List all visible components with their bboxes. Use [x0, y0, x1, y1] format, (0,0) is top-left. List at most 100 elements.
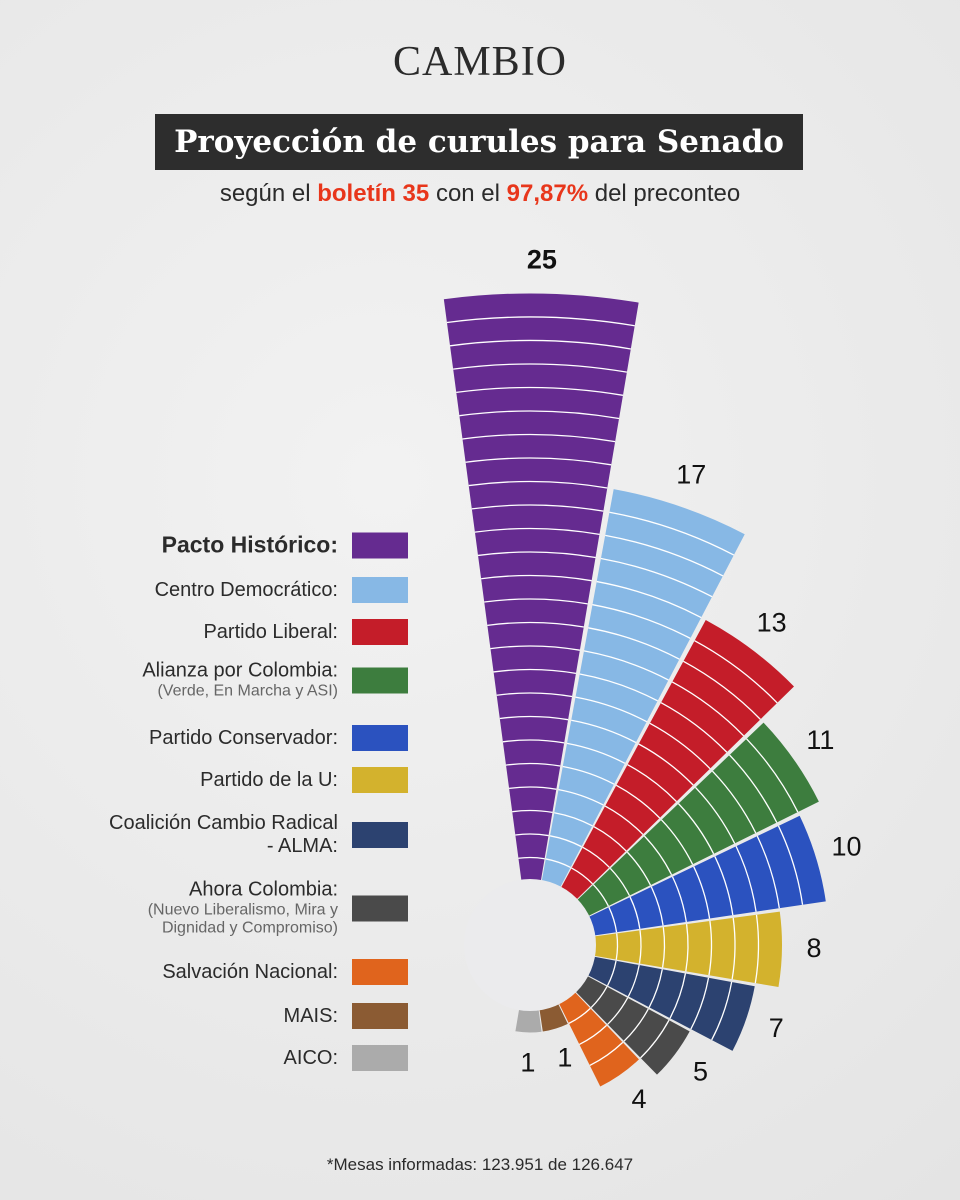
seat-divider: [474, 527, 600, 535]
seat-divider: [453, 363, 628, 373]
seat-divider: [623, 1008, 649, 1042]
seat-wedge: [587, 815, 826, 936]
seat-divider: [490, 645, 580, 651]
seat-divider: [711, 981, 733, 1041]
seat-divider: [499, 715, 569, 721]
legend-label: Ahora Colombia: (Nuevo Liberalismo, Mira …: [108, 879, 338, 938]
legend-item: Partido de la U:: [60, 767, 408, 793]
seat-divider: [629, 896, 641, 929]
seat-divider: [627, 964, 640, 997]
legend-label: Pacto Histórico:: [162, 532, 338, 559]
legend-item: Partido Liberal:: [60, 619, 408, 645]
seat-wedge: [515, 1008, 542, 1033]
legend-swatch: [352, 1045, 408, 1071]
seat-divider: [605, 534, 724, 577]
seat-divider: [512, 809, 553, 814]
legend-label: Alianza por Colombia: (Verde, En Marcha y…: [142, 660, 338, 701]
seat-divider: [462, 433, 616, 443]
seat-divider: [627, 764, 677, 803]
seat-divider: [545, 858, 571, 869]
seat-divider: [735, 845, 757, 912]
seat-divider: [671, 876, 687, 923]
legend-swatch: [352, 959, 408, 985]
legend-swatch: [352, 822, 408, 848]
subtitle-highlight: boletín 35: [317, 180, 430, 207]
legend-item: Partido Conservador:: [60, 725, 408, 751]
seat-wedge: [558, 991, 639, 1087]
seat-divider: [558, 788, 604, 806]
seat-divider: [649, 722, 711, 770]
seat-divider: [583, 650, 669, 681]
seat-divider: [616, 784, 661, 819]
seat-wedge: [541, 489, 745, 889]
seat-divider: [582, 846, 610, 868]
seat-divider: [695, 786, 736, 844]
legend-name: Coalición Cambio Radical - ALMA:: [109, 812, 338, 857]
legend-item: Pacto Histórico:: [60, 532, 408, 559]
seat-divider: [608, 906, 618, 933]
seat-divider: [589, 1041, 624, 1067]
seat-divider: [640, 1019, 670, 1059]
value-label: 7: [769, 1013, 784, 1043]
subtitle-highlight: 97,87%: [506, 180, 589, 207]
seat-divider: [575, 696, 648, 723]
subtitle: según el boletín 35 con el 97,87% del pr…: [0, 180, 960, 208]
footnote: *Mesas informadas: 123.951 de 126.647: [326, 1155, 634, 1174]
value-label: 4: [631, 1084, 646, 1114]
seat-divider: [626, 851, 652, 886]
seat-divider: [566, 742, 626, 764]
legend-name: Partido de la U:: [200, 768, 338, 791]
seat-divider: [459, 410, 620, 420]
legend-note: (Verde, En Marcha y ASI): [157, 682, 338, 700]
legend-item: Alianza por Colombia: (Verde, En Marcha y…: [60, 660, 408, 701]
seat-divider: [481, 574, 592, 582]
legend-item: Coalición Cambio Radical - ALMA:: [60, 812, 408, 858]
seat-divider: [777, 825, 804, 905]
seat-divider: [449, 339, 631, 350]
value-label: 25: [527, 245, 557, 275]
legend-label: Partido Liberal:: [203, 621, 338, 644]
seat-divider: [660, 702, 728, 753]
subtitle-part: con el: [435, 180, 500, 207]
value-label: 13: [757, 607, 787, 637]
seat-divider: [562, 765, 615, 785]
legend-swatch: [352, 895, 408, 921]
seat-divider: [643, 835, 673, 876]
seat-divider: [477, 551, 596, 559]
legend-name: Ahora Colombia:: [189, 878, 338, 901]
legend-name: MAIS:: [283, 1004, 338, 1027]
legend-name: AICO:: [283, 1046, 338, 1069]
seat-divider: [661, 927, 666, 968]
seat-divider: [685, 924, 689, 972]
seat-divider: [693, 866, 711, 919]
legend-item: Centro Democrático:: [60, 577, 408, 603]
seat-divider: [487, 621, 584, 628]
legend-swatch: [352, 577, 408, 603]
seat-divider: [756, 835, 780, 909]
value-label: 5: [693, 1057, 708, 1087]
seat-divider: [650, 886, 664, 926]
legend-swatch: [352, 667, 408, 693]
seat-divider: [456, 386, 624, 396]
value-label: 10: [832, 831, 862, 861]
seat-divider: [468, 480, 608, 489]
seat-divider: [604, 805, 644, 835]
seat-divider: [518, 856, 545, 860]
legend-label: MAIS:: [284, 1005, 338, 1028]
legend-label: Partido Conservador:: [149, 727, 338, 750]
seat-divider: [754, 914, 760, 984]
seat-divider: [571, 867, 593, 885]
seat-divider: [615, 933, 619, 960]
seat-divider: [579, 1024, 607, 1046]
subtitle-part: según el: [219, 180, 311, 207]
seat-divider: [568, 1007, 591, 1024]
legend-swatch: [352, 1003, 408, 1029]
seat-divider: [671, 681, 745, 737]
seat-wedge: [576, 722, 819, 917]
seat-divider: [638, 743, 694, 786]
seat-divider: [509, 786, 557, 790]
legend-item: AICO:: [60, 1045, 408, 1071]
seat-divider: [660, 819, 694, 865]
seat-divider: [590, 986, 608, 1008]
legend-label: Partido de la U:: [200, 769, 338, 792]
